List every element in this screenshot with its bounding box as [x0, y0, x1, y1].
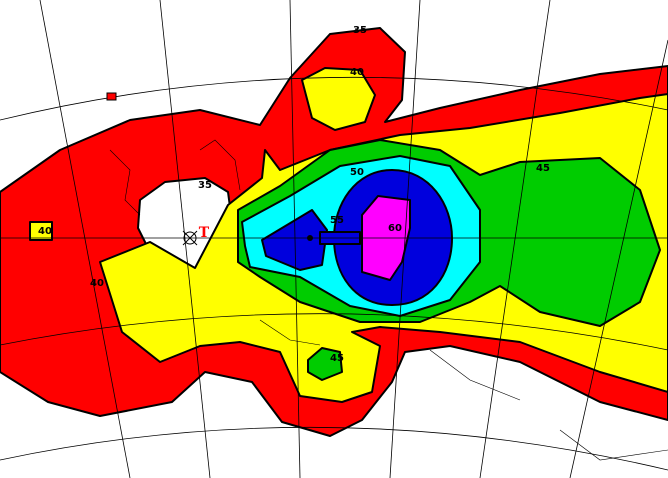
contour-label: 35 — [353, 25, 367, 36]
contour-label: 35 — [198, 180, 212, 191]
grid-line — [39, 0, 131, 478]
coastline — [109, 139, 668, 461]
grid-line — [0, 76, 668, 121]
grid-line — [389, 0, 421, 478]
zone-yellow-island — [29, 221, 53, 241]
contour-label: 40 — [90, 278, 104, 289]
grid-line — [0, 426, 668, 471]
transmitter-label: T — [199, 225, 210, 241]
contour-label: 40 — [38, 226, 52, 237]
transmitter-cross — [182, 230, 198, 246]
contour-label: 40 — [350, 67, 364, 78]
site-marker — [307, 235, 313, 241]
contour-label: 60 — [388, 223, 402, 234]
grid-line — [569, 39, 668, 478]
grid-line — [289, 0, 301, 478]
zone-green-south — [307, 347, 343, 381]
transmitter-ring — [183, 231, 197, 245]
zone-yellow-north — [301, 67, 376, 131]
contour-label: 45 — [536, 163, 550, 174]
contour-label: 45 — [330, 353, 344, 364]
grid-line — [159, 0, 211, 478]
contour-label: 50 — [350, 167, 364, 178]
zone-blue-west — [261, 209, 328, 271]
grid-line — [479, 0, 551, 478]
island-red — [106, 92, 117, 101]
contour-label: 55 — [330, 215, 344, 226]
transmitter-symbol — [182, 230, 198, 246]
grid-line — [0, 313, 668, 351]
